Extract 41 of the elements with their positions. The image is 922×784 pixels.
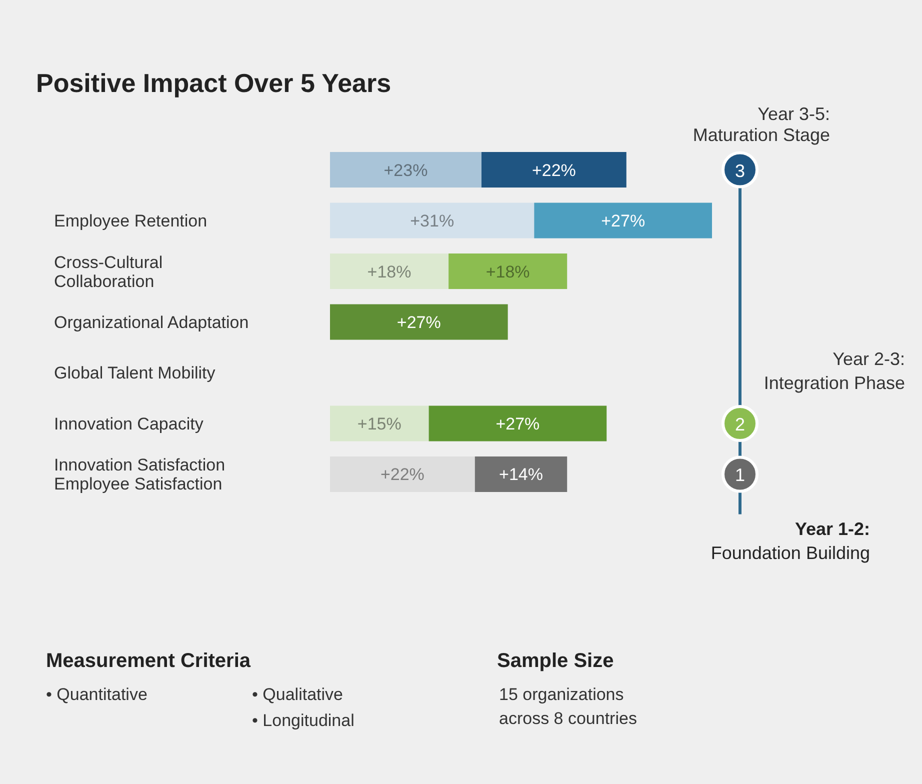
bar — [534, 202, 712, 238]
bar — [330, 406, 429, 442]
data-label: +27% — [396, 313, 441, 332]
y-tick-label: Organizational Adaptation — [54, 313, 249, 332]
text: Sample Size — [497, 650, 614, 672]
text: Year 1-2: Foundation Building — [710, 519, 870, 563]
data-label: +27% — [601, 212, 646, 231]
data-label: +23% — [384, 160, 428, 180]
y-tick-label: Innovation Satisfaction Employee Satisfaction — [54, 456, 226, 494]
data-label: +22% — [380, 465, 424, 484]
data-label: +27% — [496, 414, 540, 434]
data-label: +14% — [499, 465, 543, 484]
data-label: +18% — [486, 262, 530, 282]
data-label: +18% — [367, 262, 412, 282]
y-tick-label: Global Talent Mobility — [54, 364, 216, 383]
bar — [481, 152, 626, 188]
text: 1 — [734, 465, 746, 486]
chart-title: Positive Impact Over 5 Years — [36, 68, 392, 98]
bar — [330, 456, 475, 492]
bar — [474, 456, 568, 492]
text: 15 organizations across 8 countries — [499, 685, 637, 728]
bar — [330, 202, 534, 238]
text: Measurement Criteria — [46, 650, 252, 672]
text: Year 2-3: Integration Phase — [764, 349, 905, 393]
annotation: Year 3-5: Maturation Stage — [692, 104, 830, 145]
y-tick-label: Employee Retention — [54, 212, 208, 231]
bar — [330, 253, 449, 290]
bar — [448, 253, 568, 290]
data-label: +22% — [532, 160, 576, 180]
text: • Qualitative — [252, 685, 343, 704]
data-label: +31% — [410, 212, 454, 231]
bar — [428, 406, 607, 442]
y-tick-label: Cross-Cultural Collaboration — [54, 252, 163, 291]
data-label: +15% — [357, 414, 402, 434]
text: 2 — [734, 414, 746, 434]
text: 3 — [734, 160, 746, 181]
text: • Quantitative — [46, 685, 148, 704]
bar — [330, 152, 482, 188]
bar — [330, 304, 508, 340]
y-tick-label: Innovation Capacity — [54, 414, 204, 434]
text: • Longitudinal — [252, 711, 354, 730]
